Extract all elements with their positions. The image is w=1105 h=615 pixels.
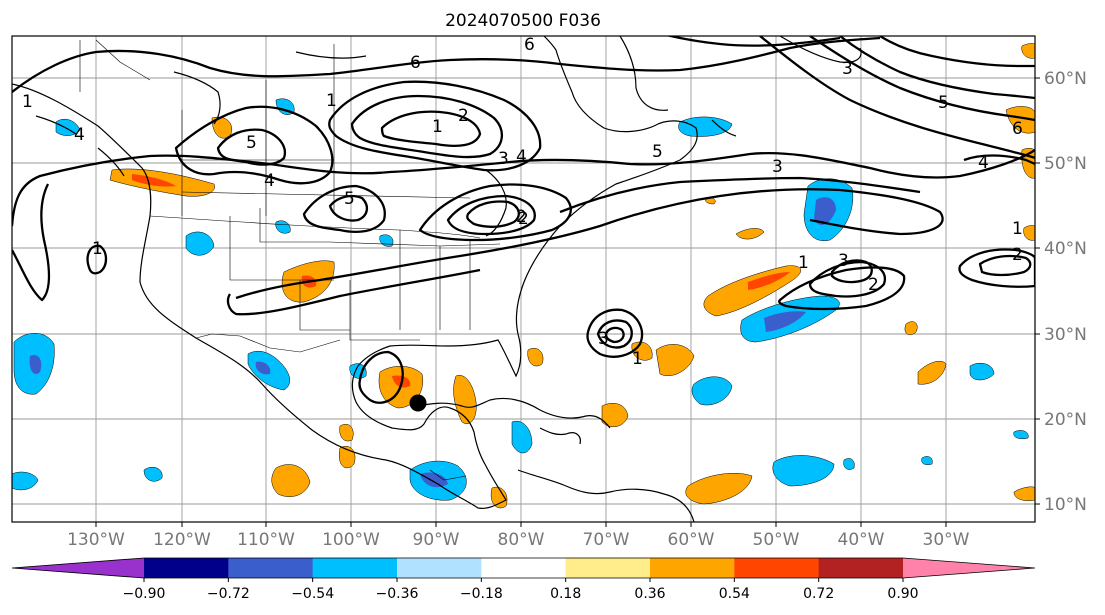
contour-label: 1	[1012, 219, 1023, 239]
contour-label: 2	[516, 207, 527, 227]
latitude-labels: 60°N 50°N 40°N 30°N 20°N 10°N	[1035, 69, 1087, 515]
contour-label: 3	[838, 251, 849, 271]
contour-label: 1	[632, 349, 643, 369]
contour-label: 5	[344, 189, 355, 209]
latitude-label: 50°N	[1044, 154, 1087, 174]
colorbar-tick-label: −0.90	[123, 586, 166, 602]
latitude-label: 40°N	[1044, 239, 1087, 259]
colorbar-tick-label: −0.36	[376, 586, 419, 602]
contour-label: 2	[1012, 245, 1023, 265]
latitude-ticks	[1035, 77, 1040, 505]
colorbar-ticks: −0.90 −0.72 −0.54 −0.36 −0.18 0.18 0.36 0.54 0.7…	[123, 578, 919, 602]
contour-label: 5	[652, 142, 663, 162]
contour-label: 1	[432, 117, 443, 137]
contour-label: 6	[1012, 119, 1023, 139]
colorbar-tick-label: −0.54	[291, 586, 334, 602]
contour-label: 2	[868, 275, 879, 295]
contour-label: 2	[518, 209, 529, 229]
longitude-label: 120°W	[153, 530, 211, 550]
contour-label-group: 1 4 5 6 1 2 3 4 5 1 5 4 2 3 3 2 1 5 6 4	[22, 35, 1023, 369]
storm-position-marker	[409, 394, 427, 412]
contour-label: 3	[842, 59, 853, 79]
colorbar-segment	[144, 558, 229, 578]
longitude-label: 60°W	[668, 530, 715, 550]
colorbar-extend-low	[12, 558, 144, 578]
colorbar-tick-label: −0.18	[460, 586, 503, 602]
colorbar-tick-label: 0.90	[887, 586, 918, 602]
contour-label: 4	[516, 147, 527, 167]
coastlines	[12, 36, 862, 522]
colorbar: −0.90 −0.72 −0.54 −0.36 −0.18 0.18 0.36 0.54 0.7…	[11, 557, 1036, 602]
latitude-label: 10°N	[1044, 495, 1087, 515]
contour-label: 2	[458, 106, 469, 126]
longitude-labels: 130°W 120°W 110°W 100°W 90°W 80°W 70°W 6…	[67, 522, 970, 550]
colorbar-segment	[818, 558, 904, 578]
colorbar-segment	[228, 558, 314, 578]
colorbar-tick-label: 0.72	[803, 586, 834, 602]
colorbar-tick-label: 0.18	[550, 586, 581, 602]
longitude-label: 90°W	[413, 530, 460, 550]
contour-label: 4	[978, 153, 989, 173]
longitude-label: 80°W	[498, 530, 545, 550]
colorbar-segment	[397, 558, 482, 578]
longitude-label: 40°W	[838, 530, 885, 550]
political-borders	[79, 39, 501, 481]
colorbar-segment	[312, 558, 398, 578]
colorbar-segment	[565, 558, 651, 578]
longitude-label: 100°W	[322, 530, 380, 550]
contour-label: 1	[326, 91, 337, 111]
colorbar-segment	[734, 558, 820, 578]
colorbar-segments	[11, 557, 1036, 579]
longitude-label: 70°W	[583, 530, 630, 550]
map-panel: 1 4 5 6 1 2 3 4 5 1 5 4 2 3 3 2 1 5 6 4	[11, 35, 1036, 523]
contour-label: 6	[524, 35, 535, 55]
colorbar-tick-label: 0.36	[634, 586, 665, 602]
contour-label: 6	[410, 53, 421, 73]
map-title: 2024070500 F036	[445, 11, 601, 31]
contour-label: 5	[938, 93, 949, 113]
latitude-label: 30°N	[1044, 325, 1087, 345]
longitude-label: 30°W	[923, 530, 970, 550]
negative-anomaly-regions	[12, 98, 1029, 501]
contour-label: 5	[246, 133, 257, 153]
colorbar-segment	[650, 558, 735, 578]
contour-label: 3	[598, 329, 609, 349]
colorbar-tick-label: −0.72	[207, 586, 250, 602]
contour-label: 1	[22, 92, 33, 112]
longitude-label: 50°W	[753, 530, 800, 550]
contour-label: 3	[498, 149, 509, 169]
latitude-label: 60°N	[1044, 69, 1087, 89]
longitude-label: 110°W	[237, 530, 295, 550]
latitude-label: 20°N	[1044, 410, 1087, 430]
contour-label: 4	[74, 125, 85, 145]
longitude-ticks	[95, 522, 947, 527]
colorbar-extend-high	[903, 558, 1035, 578]
colorbar-tick-label: 0.54	[719, 586, 750, 602]
map-frame	[11, 35, 1036, 523]
colorbar-segment	[481, 558, 567, 578]
longitude-label: 130°W	[67, 530, 125, 550]
contour-label: 1	[798, 253, 809, 273]
contour-label: 1	[92, 239, 103, 259]
contour-label: 4	[264, 171, 275, 191]
contour-label: 3	[772, 157, 783, 177]
contour-lines	[12, 36, 1035, 404]
